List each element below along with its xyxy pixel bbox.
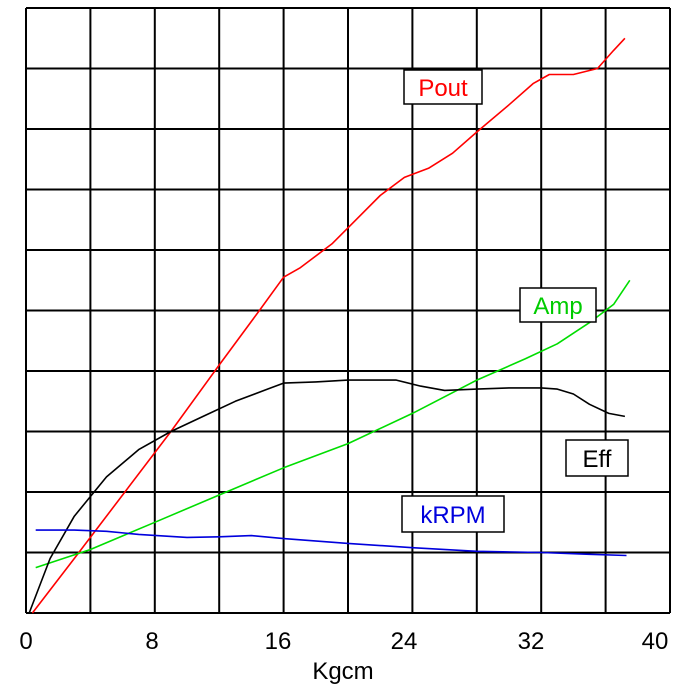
series-line-eff	[28, 379, 626, 614]
series-label-amp-text: Amp	[533, 293, 582, 320]
series-line-krpm	[35, 529, 627, 557]
series-line-pout	[31, 37, 626, 614]
x-tick-label: 40	[642, 628, 669, 655]
chart-series	[28, 37, 631, 614]
series-label-pout: Pout	[403, 69, 483, 105]
x-tick-label: 16	[265, 628, 292, 655]
series-label-krpm-text: kRPM	[420, 502, 485, 529]
x-tick-label: 32	[518, 628, 545, 655]
x-tick-label: 8	[145, 628, 158, 655]
x-tick-label: 24	[391, 628, 418, 655]
series-label-amp: Amp	[519, 287, 597, 323]
x-tick-label: 0	[19, 628, 32, 655]
series-label-eff: Eff	[565, 439, 629, 477]
x-axis-title: Kgcm	[312, 658, 373, 685]
series-label-pout-text: Pout	[418, 75, 468, 102]
series-label-krpm: kRPM	[401, 495, 505, 533]
series-label-eff-text: Eff	[583, 446, 612, 473]
